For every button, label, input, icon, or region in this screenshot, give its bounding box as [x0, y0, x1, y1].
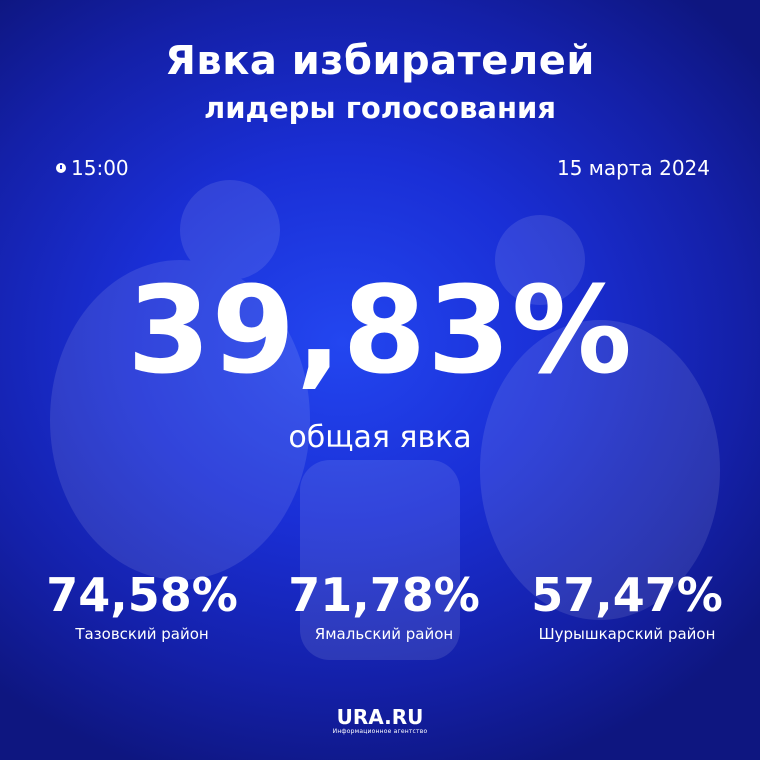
leader-item: 57,47% Шурышкарский район [507, 568, 747, 644]
turnout-value: 39,83% [127, 262, 633, 401]
leader-item: 71,78% Ямальский район [264, 568, 504, 644]
turnout-label: общая явка [288, 420, 472, 455]
clock-icon [56, 163, 66, 173]
leader-value: 57,47% [531, 568, 723, 622]
leader-district: Ямальский район [314, 625, 454, 643]
leader-district: Тазовский район [75, 625, 209, 643]
leader-value: 71,78% [288, 568, 480, 622]
ura-logo: URA.RU Информационное агентство [0, 706, 760, 736]
logo-tagline: Информационное агентство [332, 728, 428, 735]
date-text: 15 марта 2024 [556, 156, 710, 180]
time-text: 15:00 [71, 156, 129, 180]
time-stamp: 15:00 [56, 156, 129, 180]
leader-district: Шурышкарский район [538, 625, 716, 643]
logo-brand: URA.RU [336, 705, 424, 729]
leader-item: 74,58% Тазовский район [22, 568, 262, 644]
leader-value: 74,58% [46, 568, 238, 622]
page-subtitle: лидеры голосования [204, 91, 556, 125]
page-title: Явка избирателей [165, 38, 595, 84]
